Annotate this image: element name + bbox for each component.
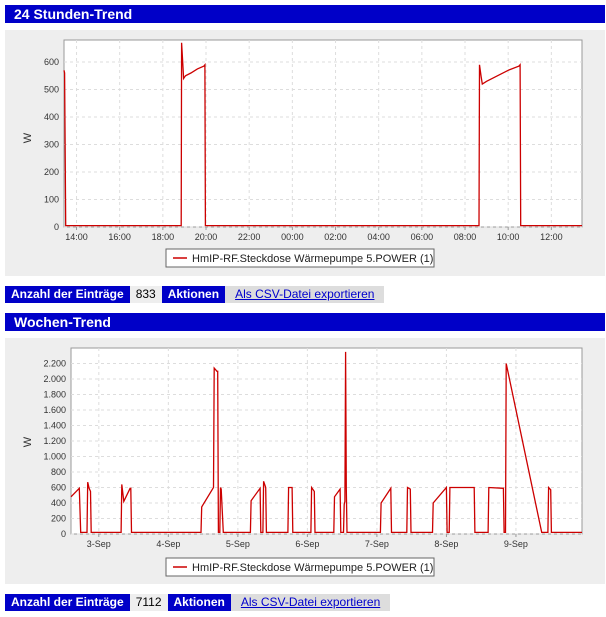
week-actions-label: Aktionen — [167, 594, 231, 611]
week-x-tick-label: 7-Sep — [365, 539, 389, 549]
day-series-line — [63, 42, 582, 227]
day-grid — [64, 40, 582, 228]
day-x-tick-label: 00:00 — [281, 232, 304, 242]
day-x-tick-label: 02:00 — [324, 232, 347, 242]
day-x-tick-label: 22:00 — [238, 232, 261, 242]
day-x-tick-label: 14:00 — [65, 232, 88, 242]
week-y-tick-label: 2.000 — [43, 374, 66, 384]
day-x-tick-label: 20:00 — [195, 232, 218, 242]
day-x-tick-label: 12:00 — [540, 232, 563, 242]
day-legend-label: HmIP-RF.Steckdose Wärmepumpe 5.POWER (1) — [192, 253, 433, 265]
week-x-tick-label: 4-Sep — [156, 539, 180, 549]
day-y-tick-label: 100 — [44, 195, 59, 205]
week-legend-label: HmIP-RF.Steckdose Wärmepumpe 5.POWER (1) — [192, 562, 433, 574]
day-export-csv-link[interactable]: Als CSV-Datei exportieren — [225, 286, 385, 303]
week-info-row: Anzahl der Einträge 7112 Aktionen Als CS… — [5, 594, 391, 611]
day-entries-value: 833 — [129, 286, 162, 303]
day-y-tick-label: 300 — [44, 140, 59, 150]
day-x-ticks: 14:00 16:00 18:00 20:00 22:00 00:00 02:00 04:00… — [65, 227, 563, 242]
day-x-tick-label: 04:00 — [367, 232, 390, 242]
day-trend-chart: 0 100 200 300 400 500 600 14:00 16:00 18:00 20:00… — [5, 30, 605, 276]
week-x-tick-label: 3-Sep — [87, 539, 111, 549]
day-legend-box — [165, 248, 435, 268]
week-x-ticks: 3-Sep 4-Sep 5-Sep 6-Sep 7-Sep 8-Sep 9-Sep — [87, 534, 528, 549]
week-y-tick-label: 1.200 — [43, 436, 66, 446]
week-y-axis-label: W — [22, 436, 34, 447]
week-y-tick-label: 600 — [51, 483, 66, 493]
week-x-tick-label: 9-Sep — [504, 539, 528, 549]
day-actions-label: Aktionen — [161, 286, 226, 303]
day-y-tick-label: 0 — [54, 222, 59, 232]
week-entries-value: 7112 — [129, 594, 168, 611]
week-y-tick-label: 200 — [51, 514, 66, 524]
day-x-tick-label: 16:00 — [108, 232, 131, 242]
day-y-tick-label: 500 — [44, 85, 59, 95]
week-x-tick-label: 5-Sep — [226, 539, 250, 549]
day-y-tick-label: 600 — [44, 57, 59, 67]
day-y-ticks: 0 100 200 300 400 500 600 — [44, 57, 59, 232]
day-y-tick-label: 400 — [44, 112, 59, 122]
week-y-tick-label: 1.000 — [43, 452, 66, 462]
week-y-tick-label: 1.800 — [43, 390, 66, 400]
day-entries-label: Anzahl der Einträge — [5, 286, 130, 303]
week-entries-label: Anzahl der Einträge — [5, 594, 130, 611]
day-x-tick-label: 10:00 — [497, 232, 520, 242]
week-grid — [71, 348, 582, 535]
day-trend-svg: 0 100 200 300 400 500 600 14:00 16:00 18:00 20:00… — [22, 39, 583, 268]
week-y-tick-label: 2.200 — [43, 359, 66, 369]
week-y-tick-label: 800 — [51, 467, 66, 477]
week-y-tick-label: 0 — [61, 529, 66, 539]
day-plot-area — [63, 39, 583, 228]
week-trend-chart: 0 200 400 600 800 1.000 1.200 1.400 1.600 1.800 2.… — [5, 338, 605, 584]
week-y-tick-label: 400 — [51, 498, 66, 508]
day-trend-title: 24 Stunden-Trend — [5, 5, 605, 23]
week-y-tick-label: 1.400 — [43, 421, 66, 431]
day-info-row: Anzahl der Einträge 833 Aktionen Als CSV… — [5, 286, 385, 303]
week-x-tick-label: 6-Sep — [295, 539, 319, 549]
week-y-tick-label: 1.600 — [43, 405, 66, 415]
day-x-tick-label: 08:00 — [454, 232, 477, 242]
day-y-tick-label: 200 — [44, 167, 59, 177]
day-x-tick-label: 06:00 — [411, 232, 434, 242]
week-x-tick-label: 8-Sep — [434, 539, 458, 549]
week-legend-box — [165, 557, 435, 577]
week-export-csv-link[interactable]: Als CSV-Datei exportieren — [230, 594, 391, 611]
day-x-tick-label: 18:00 — [152, 232, 175, 242]
day-y-axis-label: W — [22, 132, 34, 143]
week-trend-title: Wochen-Trend — [5, 313, 605, 331]
week-series-line — [70, 351, 582, 534]
week-trend-svg: 0 200 400 600 800 1.000 1.200 1.400 1.600 1.800 2.… — [22, 347, 583, 577]
week-y-ticks: 0 200 400 600 800 1.000 1.200 1.400 1.600 1.800 2.… — [43, 359, 66, 540]
